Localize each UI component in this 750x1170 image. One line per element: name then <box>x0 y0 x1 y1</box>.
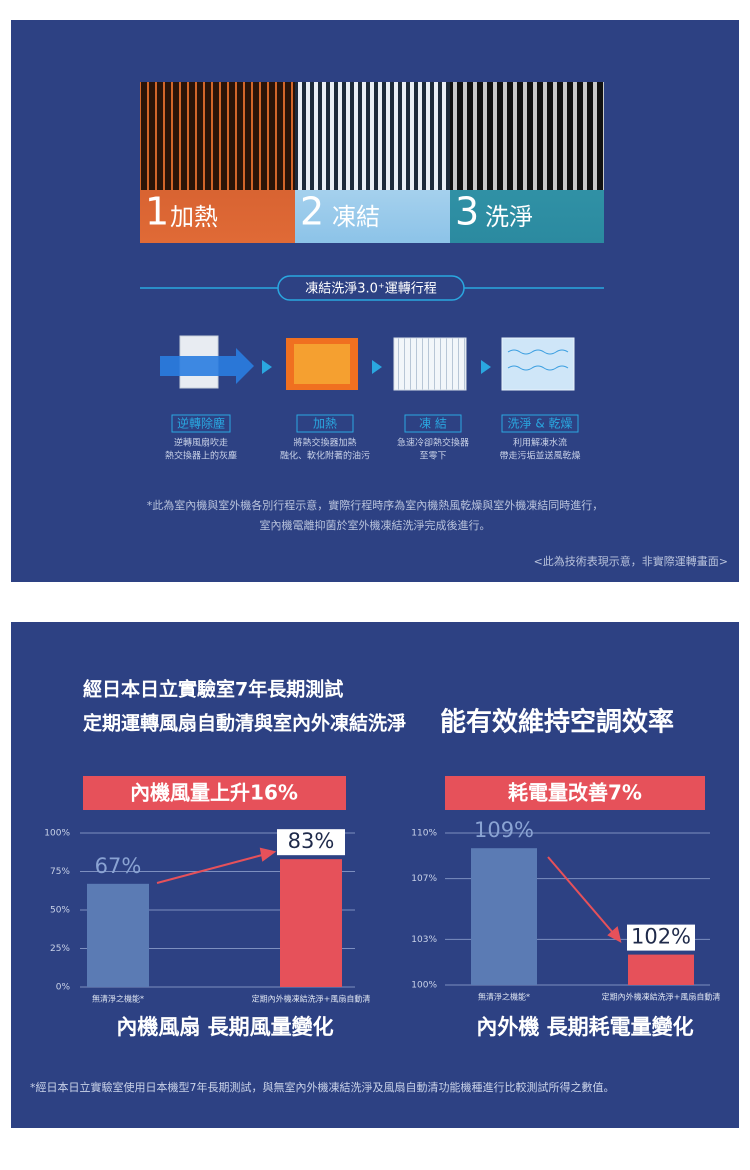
step-number: 3 <box>455 190 479 234</box>
stage-box <box>296 414 354 433</box>
step-label: 洗淨 <box>485 203 533 231</box>
stage-label: 凍 結 <box>419 417 447 431</box>
stage-box <box>404 414 462 433</box>
stage-box <box>171 414 231 433</box>
y-tick-label: 110% <box>411 829 437 839</box>
x-tick-label: 無清淨之機能* <box>92 994 144 1004</box>
chart-title: 內外機 長期耗電量變化 <box>476 1015 693 1039</box>
emphasis: 能有效維持空調效率 <box>440 707 674 738</box>
x-tick-label: 定期內外機凍結洗淨+風扇自動清 <box>252 994 371 1004</box>
stage-label: 逆轉除塵 <box>177 416 225 431</box>
stage-box <box>501 414 579 433</box>
chart-header: 耗電量改善7% <box>508 781 642 805</box>
note: *此為室內機與室外機各別行程示意，實際行程時序為室內機熱風乾燥與室外機凍結同時進… <box>147 498 604 512</box>
y-tick-label: 103% <box>411 935 437 945</box>
note: 室內機電離抑菌於室外機凍結洗淨完成後進行。 <box>260 518 491 532</box>
value-label: 109% <box>474 818 534 842</box>
heat-fins <box>140 82 295 190</box>
x-tick-label: 無清淨之機能* <box>478 992 530 1002</box>
stage-desc: 利用解凍水流 <box>513 437 567 449</box>
step-number: 1 <box>145 190 169 234</box>
stage-desc: 將熱交換器加熱 <box>293 437 356 449</box>
stage-desc: 熱交換器上的灰塵 <box>165 450 237 462</box>
value-label-box <box>627 924 695 951</box>
bar <box>471 848 537 985</box>
bottom-panel <box>11 622 739 1128</box>
bar <box>87 883 149 987</box>
stage-desc: 至零下 <box>419 451 446 462</box>
chart-title: 內機風扇 長期風量變化 <box>116 1015 333 1039</box>
freeze-fins <box>295 82 450 190</box>
step-label: 加熱 <box>170 203 218 231</box>
subheadline: 定期運轉風扇自動清與室內外凍結洗淨 <box>83 712 406 735</box>
process-title: 凍結洗淨3.0⁺運轉行程 <box>305 281 437 297</box>
y-tick-label: 25% <box>50 944 70 954</box>
step-label: 凍結 <box>332 203 380 231</box>
stage-label: 加熱 <box>313 417 337 431</box>
charts: 0% 25% 50% 75% 100% 67% 無清淨之機能* 83% 定期內外機凍結洗淨+風扇… <box>44 818 720 1003</box>
stage-desc: 急速冷卻熱交換器 <box>397 437 469 449</box>
value-label: 102% <box>631 925 691 949</box>
step-number: 2 <box>300 190 324 234</box>
stage-icons <box>160 335 575 391</box>
stage-desc: 逆轉風扇吹走 <box>174 437 228 449</box>
y-tick-label: 75% <box>50 867 70 877</box>
trend-arrows <box>156 847 622 943</box>
headline: 經日本日立實驗室7年長期測試 <box>83 678 343 701</box>
stage-desc: 帶走污垢並送風乾燥 <box>499 450 580 462</box>
x-tick-label: 定期內外機凍結洗淨+風扇自動清 <box>602 992 721 1002</box>
footnote: *經日本日立實驗室使用日本機型7年長期測試，與無室內外機凍結洗淨及風扇自動清功能… <box>30 1080 615 1094</box>
stage-desc: 融化、軟化附著的油污 <box>280 450 370 462</box>
bar <box>280 859 342 987</box>
disclaimer: <此為技術表現示意，非實際運轉畫面> <box>534 554 728 568</box>
y-tick-label: 107% <box>411 874 437 884</box>
wash-fins <box>450 82 604 190</box>
y-tick-label: 100% <box>44 829 70 839</box>
chart-header: 內機風量上升16% <box>130 781 298 805</box>
bar <box>628 954 694 985</box>
value-label: 67% <box>95 854 142 878</box>
value-label-box <box>277 829 345 856</box>
y-tick-label: 0% <box>56 983 71 993</box>
y-tick-label: 100% <box>411 981 437 991</box>
stage-label: 洗淨 & 乾燥 <box>508 417 573 431</box>
chart-header-box <box>445 776 705 810</box>
value-label: 83% <box>288 829 335 853</box>
process-badge <box>277 275 465 301</box>
y-tick-label: 50% <box>50 906 70 916</box>
chart-header-box <box>83 776 346 810</box>
